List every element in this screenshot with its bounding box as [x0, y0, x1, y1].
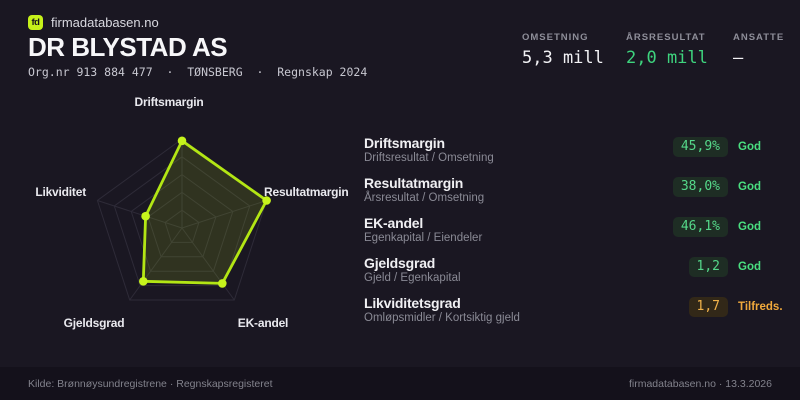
- metric-title: Resultatmargin: [364, 175, 464, 191]
- stat-label: OMSETNING: [522, 32, 589, 43]
- stat-value: 5,3 mill: [522, 48, 604, 68]
- stat-value: 2,0 mill: [626, 48, 708, 68]
- footer: Kilde: Brønnøysundregistrene · Regnskaps…: [0, 367, 800, 400]
- firmadatabasen-logo-icon: fd: [28, 15, 43, 30]
- company-meta: Org.nr 913 884 477 · TØNSBERG · Regnskap…: [28, 65, 368, 79]
- metric-row-ek-andel: EK-andel Egenkapital / Eiendeler 46,1% G…: [364, 215, 772, 255]
- radar-chart-container: Driftsmargin Resultatmargin EK-andel Gjelds…: [0, 90, 360, 342]
- metric-formula: Gjeld / Egenkapital: [364, 272, 461, 284]
- metric-value-badge: 1,2: [688, 257, 728, 277]
- metric-formula: Omløpsmidler / Kortsiktig gjeld: [364, 312, 520, 324]
- brand: fd firmadatabasen.no: [28, 15, 159, 30]
- radar-chart: Driftsmargin Resultatmargin EK-andel Gjelds…: [35, 95, 349, 330]
- metric-row-driftsmargin: Driftsmargin Driftsresultat / Omsetning …: [364, 135, 772, 175]
- footer-attribution: firmadatabasen.no · 13.3.2026: [628, 377, 772, 390]
- stat-value: –: [733, 48, 744, 68]
- metric-status-label: God: [738, 181, 761, 193]
- footer-source: Kilde: Brønnøysundregistrene · Regnskaps…: [28, 377, 273, 390]
- radar-axis-label: Likviditet: [35, 185, 86, 199]
- metric-value-badge: 46,1%: [672, 217, 728, 237]
- metric-title: Likviditetsgrad: [364, 295, 461, 311]
- metric-value-badge: 45,9%: [672, 137, 728, 157]
- radar-axis-label: Driftsmargin: [135, 95, 204, 109]
- metric-status-label: God: [738, 221, 761, 233]
- metric-title: EK-andel: [364, 215, 424, 231]
- stat-label: ÅRSRESULTAT: [626, 32, 706, 43]
- stat-omsetning: OMSETNING 5,3 mill: [522, 32, 604, 68]
- metric-value-badge: 38,0%: [672, 177, 728, 197]
- radar-axis-label: EK-andel: [238, 316, 288, 330]
- site-name: firmadatabasen.no: [51, 15, 159, 30]
- radar-axis-label: Resultatmargin: [264, 185, 349, 199]
- stat-ansatte: ANSATTE –: [733, 32, 784, 68]
- metric-status-label: God: [738, 141, 761, 153]
- metric-row-likviditetsgrad: Likviditetsgrad Omløpsmidler / Kortsikti…: [364, 295, 783, 335]
- metric-title: Gjeldsgrad: [364, 255, 436, 271]
- metric-row-gjeldsgrad: Gjeldsgrad Gjeld / Egenkapital 1,2 God: [364, 255, 772, 295]
- stat-label: ANSATTE: [733, 32, 785, 43]
- metric-title: Driftsmargin: [364, 135, 445, 151]
- metric-formula: Egenkapital / Eiendeler: [364, 232, 483, 244]
- metric-formula: Årsresultat / Omsetning: [364, 192, 485, 204]
- company-name-title: DR BLYSTAD AS: [28, 32, 228, 62]
- radar-axis-label: Gjeldsgrad: [64, 316, 125, 330]
- metric-row-resultatmargin: Resultatmargin Årsresultat / Omsetning 3…: [364, 175, 772, 215]
- stat-arsresultat: ÅRSRESULTAT 2,0 mill: [626, 32, 708, 68]
- metrics-list: Driftsmargin Driftsresultat / Omsetning …: [364, 135, 783, 335]
- metric-status-label: Tilfreds.: [738, 301, 783, 313]
- metric-value-badge: 1,7: [688, 297, 728, 317]
- metric-formula: Driftsresultat / Omsetning: [364, 152, 494, 164]
- metric-status-label: God: [738, 261, 761, 273]
